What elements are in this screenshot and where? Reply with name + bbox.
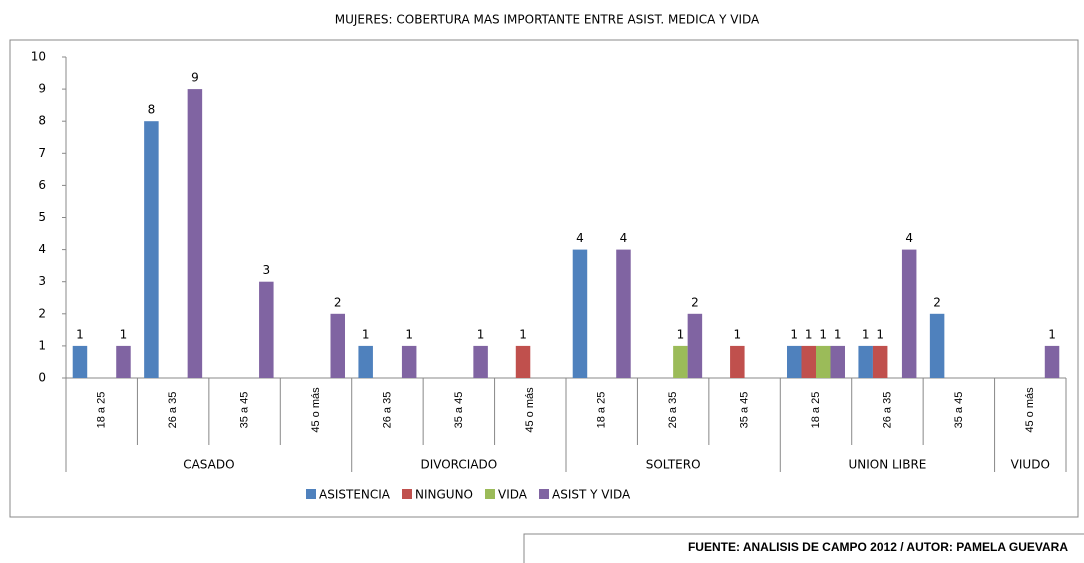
bar <box>787 345 802 378</box>
bar <box>358 345 373 378</box>
data-label: 1 <box>1048 327 1056 341</box>
x-tick-label: 35 a 45 <box>453 392 465 429</box>
data-label: 2 <box>933 295 941 309</box>
bar <box>687 313 703 378</box>
data-label: 1 <box>834 327 842 341</box>
data-label: 1 <box>362 327 370 341</box>
source-note: FUENTE: ANALISIS DE CAMPO 2012 / AUTOR: … <box>688 540 1068 554</box>
data-label: 2 <box>691 295 699 309</box>
bar <box>929 313 945 378</box>
bar <box>616 249 631 378</box>
bar <box>858 345 873 378</box>
y-tick-label: 1 <box>38 338 46 352</box>
group-label: VIUDO <box>1011 458 1050 472</box>
x-tick-label: 35 a 45 <box>738 392 750 429</box>
source-box <box>523 533 1084 563</box>
x-tick-label: 18 a 25 <box>810 392 822 429</box>
group-label: UNION LIBRE <box>848 458 926 472</box>
bar <box>572 249 588 378</box>
bar <box>144 121 159 378</box>
chart-title: MUJERES: COBERTURA MAS IMPORTANTE ENTRE … <box>335 13 760 27</box>
legend-swatch <box>306 489 316 499</box>
x-tick-label: 26 a 35 <box>167 392 179 429</box>
data-label: 1 <box>405 327 413 341</box>
data-label: 4 <box>576 231 584 245</box>
group-label: SOLTERO <box>646 458 701 472</box>
bar <box>330 313 345 378</box>
data-label: 1 <box>76 327 84 341</box>
y-tick-label: 8 <box>38 114 46 128</box>
y-tick-label: 3 <box>38 274 46 288</box>
y-tick-label: 0 <box>38 371 46 385</box>
legend-label: NINGUNO <box>415 488 473 502</box>
x-tick-label: 45 o más <box>524 387 536 433</box>
y-tick-label: 2 <box>38 306 46 320</box>
y-tick-label: 7 <box>38 146 46 160</box>
y-tick-label: 5 <box>38 210 46 224</box>
data-label: 1 <box>519 327 527 341</box>
data-label: 3 <box>263 263 271 277</box>
data-label: 4 <box>620 231 628 245</box>
y-tick-label: 6 <box>38 178 46 192</box>
data-label: 1 <box>805 327 813 341</box>
bar <box>187 89 203 378</box>
bar <box>872 345 888 378</box>
data-label: 1 <box>876 327 884 341</box>
x-tick-label: 35 a 45 <box>953 392 965 429</box>
data-label: 1 <box>477 327 485 341</box>
data-label: 1 <box>120 327 128 341</box>
y-tick-label: 4 <box>38 242 46 256</box>
bar <box>901 249 917 378</box>
bar <box>816 345 831 378</box>
data-label: 9 <box>191 71 199 85</box>
x-tick-label: 35 a 45 <box>238 392 250 429</box>
chart-border <box>9 39 1079 518</box>
data-label: 8 <box>148 103 156 117</box>
legend-label: VIDA <box>498 488 528 502</box>
group-label: CASADO <box>183 458 234 472</box>
data-label: 1 <box>734 327 742 341</box>
bar <box>473 345 488 378</box>
bar <box>730 345 745 378</box>
x-tick-label: 45 o más <box>310 387 322 433</box>
bar <box>72 345 88 378</box>
data-label: 4 <box>905 231 913 245</box>
data-label: 1 <box>790 327 798 341</box>
x-tick-label: 18 a 25 <box>596 392 608 429</box>
data-label: 1 <box>862 327 870 341</box>
x-tick-label: 18 a 25 <box>96 392 108 429</box>
bar <box>401 345 417 378</box>
bar <box>116 345 131 378</box>
x-tick-label: 45 o más <box>1024 387 1036 433</box>
y-tick-label: 9 <box>38 82 46 96</box>
x-tick-label: 26 a 35 <box>881 392 893 429</box>
bar <box>259 281 274 378</box>
data-label: 2 <box>334 295 342 309</box>
bar <box>830 345 845 378</box>
legend-label: ASIST Y VIDA <box>552 488 631 502</box>
x-tick-label: 26 a 35 <box>667 392 679 429</box>
legend-swatch <box>539 489 549 499</box>
y-tick-label: 10 <box>31 50 46 64</box>
group-label: DIVORCIADO <box>420 458 497 472</box>
legend-swatch <box>402 489 412 499</box>
x-tick-label: 26 a 35 <box>381 392 393 429</box>
bar <box>673 345 688 378</box>
legend-swatch <box>485 489 495 499</box>
bar <box>801 345 816 378</box>
bar <box>1044 345 1060 378</box>
legend-label: ASISTENCIA <box>319 488 391 502</box>
data-label: 1 <box>677 327 685 341</box>
data-label: 1 <box>819 327 827 341</box>
bar <box>515 345 531 378</box>
